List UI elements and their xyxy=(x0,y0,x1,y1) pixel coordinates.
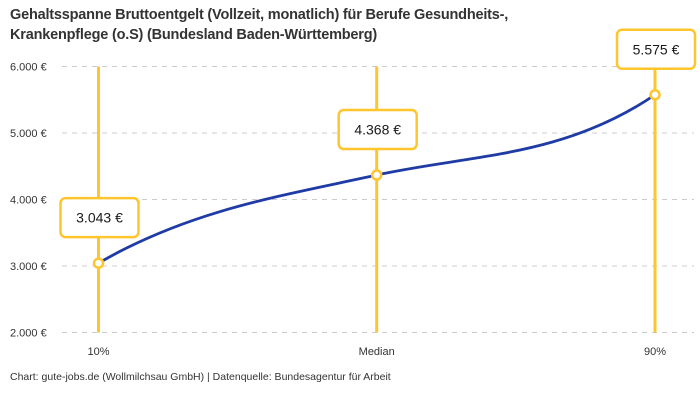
data-point-marker xyxy=(370,169,383,181)
x-axis-category-label: 90% xyxy=(644,346,666,358)
chart-title: Gehaltsspanne Bruttoentgelt (Vollzeit, m… xyxy=(10,5,508,45)
chart-title-line-1: Gehaltsspanne Bruttoentgelt (Vollzeit, m… xyxy=(10,7,509,23)
y-axis-tick-label: 3.000 € xyxy=(10,261,47,273)
x-axis-category-label: 10% xyxy=(87,346,109,358)
x-axis-category-label: Median xyxy=(359,346,395,358)
value-label: 5.575 € xyxy=(633,41,680,57)
value-label: 3.043 € xyxy=(76,210,123,226)
value-label-box xyxy=(59,196,140,239)
data-point-marker xyxy=(649,89,661,101)
value-label: 4.368 € xyxy=(354,122,401,138)
y-axis-tick-label: 5.000 € xyxy=(10,128,47,140)
y-axis-tick-label: 4.000 € xyxy=(10,195,47,207)
chart-title-line-2: Krankenpflege (o.S) (Bundesland Baden-Wü… xyxy=(10,27,378,43)
data-point-marker xyxy=(92,257,105,269)
chart-source-attribution: Chart: gute-jobs.de (Wollmilchsau GmbH) … xyxy=(10,371,391,383)
value-label-box xyxy=(615,28,697,71)
y-axis-tick-label: 6.000 € xyxy=(10,62,47,74)
y-axis-tick-label: 2.000 € xyxy=(10,328,47,340)
value-label-box xyxy=(337,108,418,151)
